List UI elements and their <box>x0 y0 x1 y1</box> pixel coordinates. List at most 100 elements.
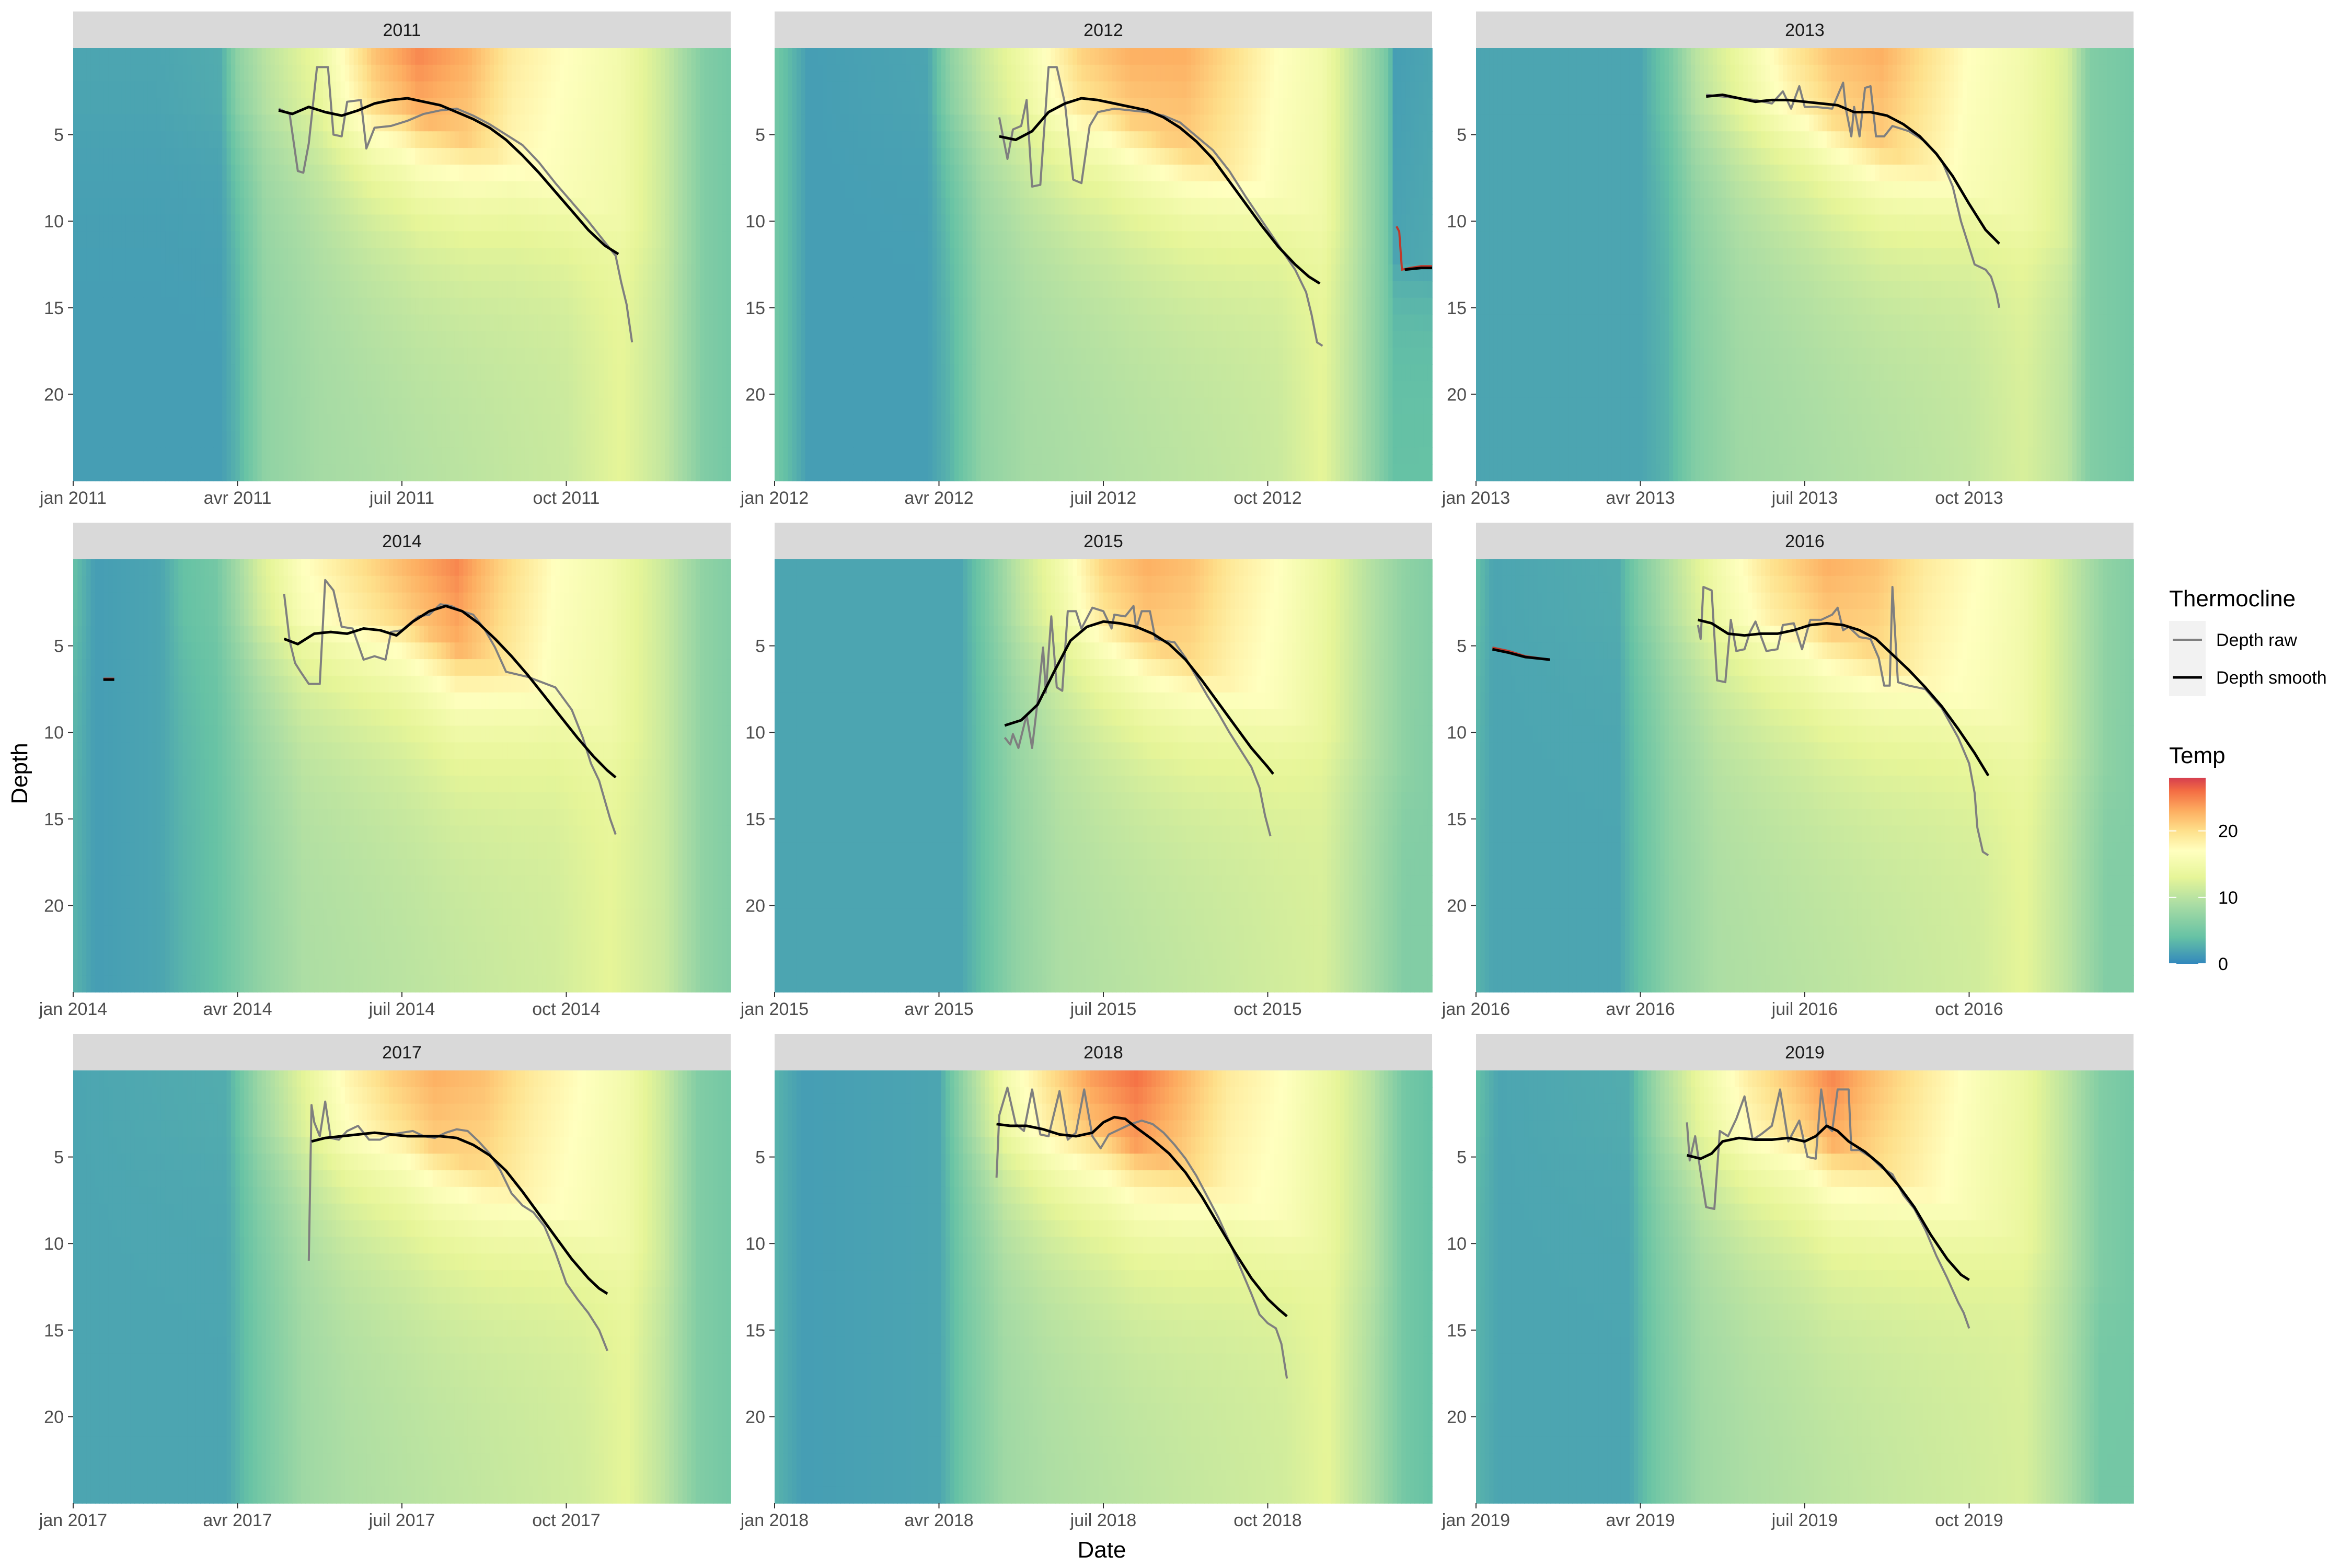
heat-cell <box>148 181 153 199</box>
heat-cell <box>332 181 337 199</box>
heat-cell <box>332 264 337 282</box>
heat-cell <box>112 364 117 382</box>
heat-cell <box>82 131 87 148</box>
heat-cell <box>376 331 381 348</box>
heat-cell <box>270 148 275 165</box>
heat-cell <box>99 264 104 282</box>
heat-cell <box>262 248 267 265</box>
heat-cell <box>341 82 345 99</box>
heat-cell <box>183 131 188 148</box>
heat-cell <box>301 181 306 199</box>
heat-cell <box>288 298 293 315</box>
heat-cell <box>257 214 262 232</box>
heat-cell <box>253 131 258 148</box>
heat-cell <box>288 231 293 248</box>
heat-cell <box>196 331 201 348</box>
heat-cell <box>178 331 183 348</box>
heat-cell <box>376 198 381 215</box>
heat-cell <box>152 398 157 415</box>
heat-cell <box>196 114 201 132</box>
heat-cell <box>134 114 139 132</box>
heat-cell <box>380 264 385 282</box>
heat-cell <box>108 114 113 132</box>
heat-cell <box>134 331 139 348</box>
heat-cell <box>270 381 275 398</box>
heat-cell <box>178 447 183 465</box>
heat-cell <box>301 414 306 432</box>
heat-cell <box>262 331 267 348</box>
heat-cell <box>248 281 253 298</box>
heat-cell <box>121 398 126 415</box>
heat-cell <box>86 331 91 348</box>
heat-cell <box>235 281 240 298</box>
heat-cell <box>323 381 328 398</box>
heat-cell <box>165 398 170 415</box>
heat-cell <box>165 114 170 132</box>
heat-cell <box>205 281 210 298</box>
heat-cell <box>222 148 227 165</box>
heat-cell <box>183 398 188 415</box>
heat-cell <box>209 264 214 282</box>
heat-cell <box>327 281 332 298</box>
heat-cell <box>205 114 210 132</box>
heat-cell <box>389 198 394 215</box>
heat-cell <box>244 431 249 448</box>
heat-cell <box>323 231 328 248</box>
heat-cell <box>148 348 153 365</box>
heat-cell <box>156 82 161 99</box>
heat-cell <box>292 398 297 415</box>
heat-cell <box>134 281 139 298</box>
heat-cell <box>174 381 179 398</box>
heat-cell <box>292 248 297 265</box>
heat-cell <box>165 148 170 165</box>
heat-cell <box>336 82 341 99</box>
heat-cell <box>73 281 78 298</box>
heat-cell <box>218 331 223 348</box>
heat-cell <box>297 214 302 232</box>
heat-cell <box>323 398 328 415</box>
heat-cell <box>292 464 297 481</box>
heat-cell <box>244 131 249 148</box>
heat-cell <box>266 214 271 232</box>
heat-cell <box>319 214 324 232</box>
heat-cell <box>104 114 109 132</box>
heat-cell <box>231 198 236 215</box>
heat-cell <box>77 181 82 199</box>
heat-cell <box>213 464 218 481</box>
heat-cell <box>363 231 367 248</box>
heat-cell <box>218 98 223 116</box>
heat-cell <box>288 381 293 398</box>
heat-cell <box>279 348 284 365</box>
heat-cell <box>183 214 188 232</box>
heat-cell <box>73 48 78 65</box>
heat-cell <box>275 248 280 265</box>
heat-cell <box>108 364 113 382</box>
heat-cell <box>95 165 100 182</box>
heat-cell <box>104 464 109 481</box>
heat-cell <box>310 214 315 232</box>
heat-cell <box>82 464 87 481</box>
heat-cell <box>270 414 275 432</box>
heat-cell <box>165 381 170 398</box>
heat-cell <box>148 315 153 332</box>
heat-cell <box>292 214 297 232</box>
heat-cell <box>384 231 389 248</box>
heat-cell <box>380 381 385 398</box>
heat-cell <box>86 298 91 315</box>
heat-cell <box>310 398 315 415</box>
heat-cell <box>178 165 183 182</box>
heat-cell <box>134 264 139 282</box>
heat-cell <box>178 131 183 148</box>
heat-cell <box>121 231 126 248</box>
heat-cell <box>86 447 91 465</box>
heat-cell <box>126 381 131 398</box>
heat-cell <box>143 264 148 282</box>
heat-cell <box>341 165 345 182</box>
heat-cell <box>349 148 354 165</box>
heat-cell <box>205 381 210 398</box>
heat-cell <box>130 431 135 448</box>
heat-cell <box>367 181 372 199</box>
heat-cell <box>363 82 367 99</box>
heat-cell <box>384 264 389 282</box>
